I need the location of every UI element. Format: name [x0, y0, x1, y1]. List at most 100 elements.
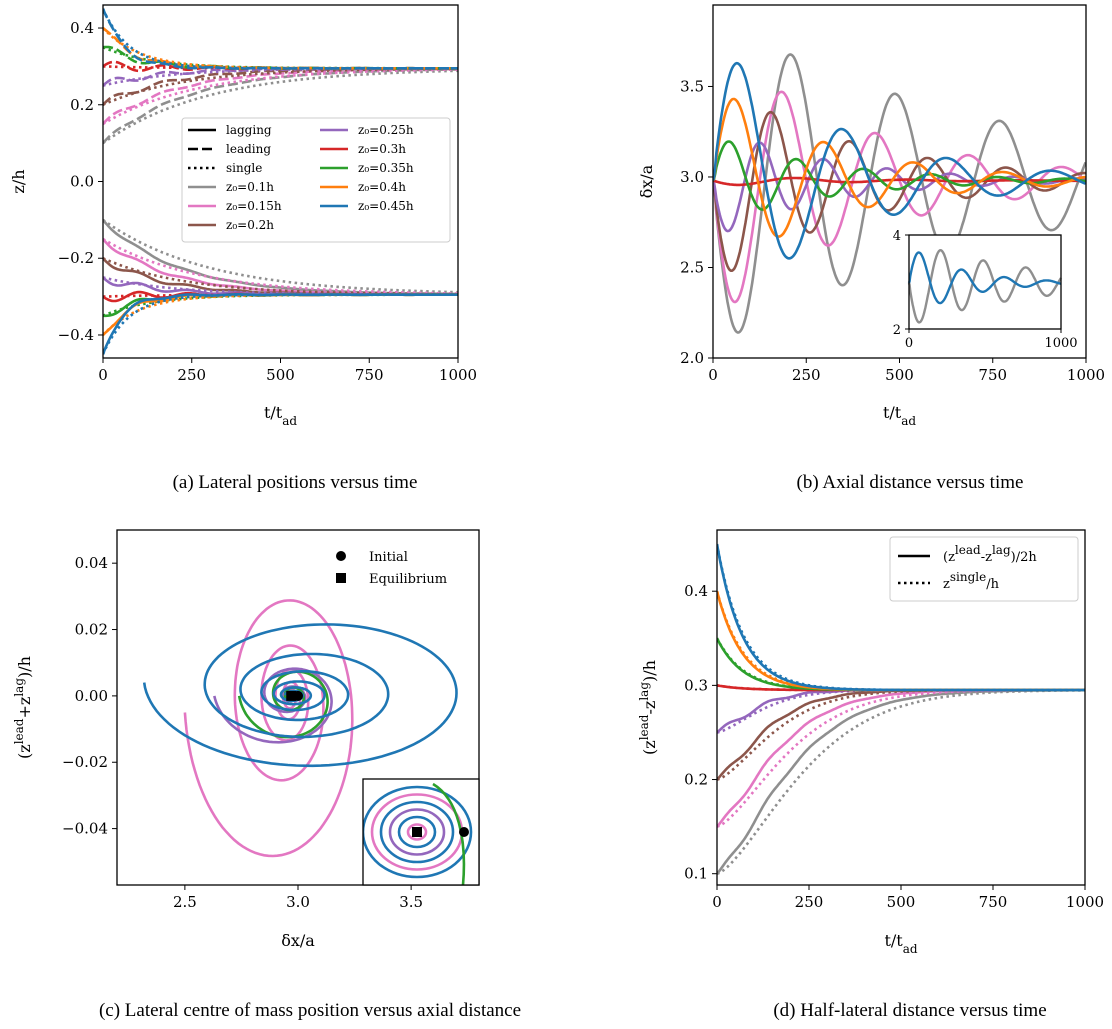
series-line	[713, 53, 1086, 334]
single-line	[103, 67, 458, 106]
y-tick-label: 0.1	[684, 865, 708, 883]
y-tick-label: 0.4	[70, 19, 94, 37]
inset-orbit	[388, 808, 446, 856]
lagging-line	[103, 293, 458, 336]
y-tick-label: 2.0	[680, 349, 704, 367]
plot-area-a	[103, 8, 458, 355]
legend-a: lagging leading single z₀=0.1h z₀=0.15h z₀=0.…	[181, 117, 451, 243]
x-tick-label: 1000	[439, 366, 477, 384]
inset-line	[907, 251, 1062, 305]
x-tick-label: 2.5	[173, 893, 197, 911]
y-axis-label: (zlead-zlag)/h	[637, 660, 659, 755]
inset-line	[907, 248, 1062, 324]
trajectory-line	[183, 599, 354, 858]
x-tick-label: 750	[979, 893, 1008, 911]
legend-label: Initial	[369, 550, 408, 565]
caption-c: (c) Lateral centre of mass position vers…	[98, 1000, 522, 1021]
y-axis-label: z/h	[9, 169, 28, 193]
chart-b: 0 250 500 750 1000 2.0 2.5 3.0 3.5 0 1000 2 4 t/tad δx…	[637, 4, 1105, 428]
series-line	[713, 61, 1086, 260]
half-distance-line	[717, 688, 1085, 734]
inset-orbit	[432, 782, 466, 885]
x-axis-label: δx/a	[281, 931, 315, 950]
x-tick-label: 500	[266, 366, 295, 384]
x-tick-label: 3.5	[399, 893, 423, 911]
inset-y-tick-label: 2	[893, 323, 901, 338]
single-line	[717, 689, 1085, 875]
half-distance-line	[717, 688, 1085, 781]
x-tick-label: 500	[885, 366, 914, 384]
inset-equilibrium-marker	[412, 827, 422, 837]
y-tick-label: 0.02	[75, 621, 108, 639]
leading-line	[103, 8, 458, 70]
legend-equilibrium-marker	[336, 573, 346, 583]
axes-frame	[102, 4, 459, 359]
single-line	[103, 257, 458, 296]
inset-x-tick-label: 1000	[1044, 336, 1077, 351]
axes-frame	[716, 529, 1086, 886]
legend-c: Initial Equilibrium	[336, 550, 447, 587]
legend-label: z₀=0.35h	[358, 161, 414, 175]
half-distance-line	[717, 688, 1085, 875]
half-distance-line	[717, 688, 1085, 828]
chart-c: 2.5 3.0 3.5 0.04 0.02 0.00 −0.02 −0.04 Initial Eq…	[12, 529, 480, 950]
inset-frame	[908, 234, 1062, 330]
legend-label: z₀=0.3h	[358, 142, 406, 156]
x-axis-label: t/tad	[884, 931, 917, 956]
single-line	[717, 637, 1085, 692]
legend-label: (zlead-zlag)/2h	[943, 543, 1037, 565]
x-tick-label: 1000	[1066, 893, 1104, 911]
chart-d: 0 250 500 750 1000 0.1 0.2 0.3 0.4 (zlead-zlag)/2…	[637, 529, 1104, 956]
plot-area-d	[717, 543, 1085, 875]
inset-initial-marker	[459, 827, 469, 837]
half-distance-line	[717, 543, 1085, 692]
x-tick-label: 0	[98, 366, 108, 384]
inset-orbit	[406, 823, 428, 841]
initial-marker	[293, 690, 303, 701]
x-axis-label: t/tad	[264, 403, 297, 428]
legend-d: (zlead-zlag)/2h zsingle/h	[889, 536, 1079, 602]
x-tick-label: 750	[355, 366, 384, 384]
caption-b: (b) Axial distance versus time	[796, 472, 1024, 493]
plot-area-b	[713, 53, 1086, 334]
y-tick-label: 0.00	[75, 687, 108, 705]
single-line	[717, 590, 1085, 692]
inset-frame	[362, 778, 480, 886]
x-axis-label: t/tad	[883, 403, 916, 428]
caption-a: (a) Lateral positions versus time	[172, 472, 418, 493]
x-tick-label: 250	[792, 366, 821, 384]
y-tick-label: 0.3	[684, 676, 708, 694]
inset-y-tick-label: 4	[893, 229, 901, 244]
single-line	[103, 67, 458, 87]
x-tick-label: 750	[978, 366, 1007, 384]
legend-box	[889, 536, 1079, 602]
legend-style-label: single	[226, 161, 262, 175]
x-tick-label: 0	[712, 893, 722, 911]
legend-label: zsingle/h	[943, 570, 1000, 592]
y-tick-label: 0.0	[70, 173, 94, 191]
series-line	[713, 141, 1086, 233]
legend-label: z₀=0.45h	[358, 199, 414, 213]
y-tick-label: −0.04	[62, 820, 108, 838]
single-line	[103, 218, 458, 294]
y-tick-label: −0.2	[58, 249, 94, 267]
y-tick-label: −0.02	[62, 753, 108, 771]
legend-label: z₀=0.2h	[226, 218, 274, 232]
axes-frame	[116, 529, 480, 886]
x-tick-label: 250	[795, 893, 824, 911]
y-tick-label: 2.5	[680, 258, 704, 276]
single-line	[717, 688, 1085, 734]
x-tick-label: 3.0	[286, 893, 310, 911]
legend-label: z₀=0.15h	[226, 199, 282, 213]
plot-area-c	[142, 599, 458, 858]
legend-label: z₀=0.4h	[358, 180, 406, 194]
single-line	[717, 688, 1085, 828]
y-tick-label: 0.2	[70, 96, 94, 114]
x-tick-label: 250	[177, 366, 206, 384]
half-distance-line	[717, 590, 1085, 692]
legend-label: z₀=0.1h	[226, 180, 274, 194]
series-line	[713, 97, 1086, 238]
inset-b: 0 1000 2 4	[893, 229, 1078, 351]
caption-d: (d) Half-lateral distance versus time	[773, 1000, 1047, 1021]
